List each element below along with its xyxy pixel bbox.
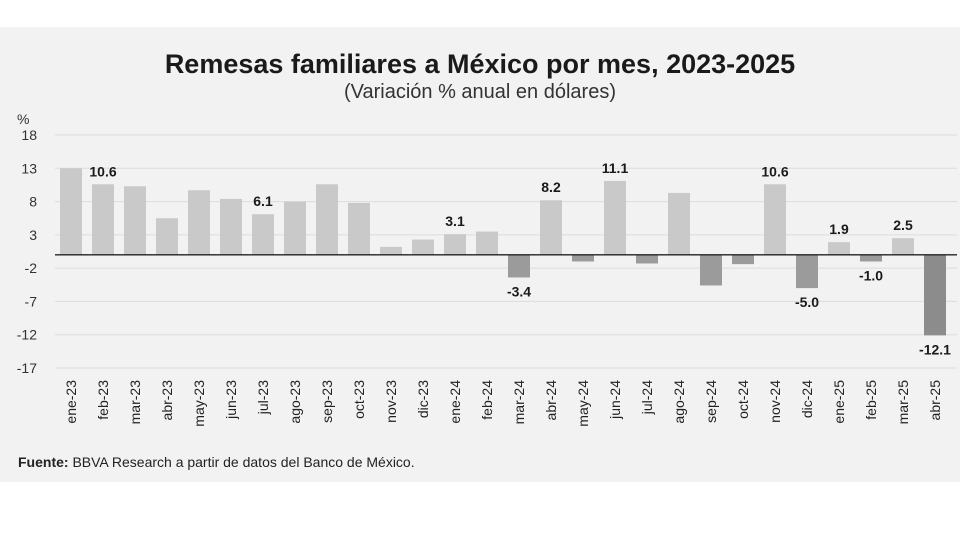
x-tick-label: ene-25 <box>831 380 847 424</box>
x-tick-label: mar-24 <box>511 380 527 425</box>
chart-title: Remesas familiares a México por mes, 202… <box>164 49 796 79</box>
x-tick-label: dic-23 <box>415 380 431 418</box>
x-tick-label: may-23 <box>191 380 207 427</box>
y-tick-label: 3 <box>29 227 37 243</box>
data-label: -3.4 <box>507 283 531 299</box>
bar-sep-24 <box>700 254 722 286</box>
x-tick-label: feb-25 <box>863 380 879 420</box>
bar-jul-24 <box>636 254 658 264</box>
bar-ene-24 <box>444 234 466 255</box>
source-text: BBVA Research a partir de datos del Banc… <box>68 454 415 470</box>
bar-mar-25 <box>892 238 914 255</box>
x-tick-label: abr-25 <box>927 380 943 421</box>
bar-may-23 <box>188 190 210 255</box>
data-label: -1.0 <box>859 267 883 283</box>
x-tick-label: jul-24 <box>639 380 655 415</box>
bar-dic-24 <box>796 254 818 289</box>
bar-nov-23 <box>380 246 402 255</box>
y-tick-label: -2 <box>25 260 38 276</box>
x-tick-label: nov-23 <box>383 380 399 423</box>
data-label: 1.9 <box>829 221 849 237</box>
x-tick-label: oct-24 <box>735 380 751 419</box>
bar-abr-23 <box>156 218 178 255</box>
x-tick-label: sep-23 <box>319 380 335 423</box>
x-tick-label: abr-24 <box>543 380 559 421</box>
x-tick-label: mar-25 <box>895 380 911 425</box>
bar-sep-23 <box>316 184 338 255</box>
y-tick-label: -17 <box>17 360 37 376</box>
x-tick-label: ago-23 <box>287 380 303 424</box>
bar-abr-25 <box>924 254 946 336</box>
x-tick-label: jun-24 <box>607 380 623 420</box>
bar-jul-23 <box>252 214 274 255</box>
bar-nov-24 <box>764 184 786 255</box>
bar-oct-24 <box>732 254 754 265</box>
bar-abr-24 <box>540 200 562 255</box>
x-tick-label: dic-24 <box>799 380 815 418</box>
bar-ago-23 <box>284 201 306 255</box>
x-tick-label: ene-24 <box>447 380 463 424</box>
bar-ago-24 <box>668 192 690 255</box>
x-tick-label: oct-23 <box>351 380 367 419</box>
y-tick-label: -12 <box>17 327 37 343</box>
bar-oct-23 <box>348 202 370 255</box>
data-label: -12.1 <box>919 341 951 357</box>
data-label: 6.1 <box>253 193 273 209</box>
data-label: 11.1 <box>602 160 629 176</box>
x-tick-label: ago-24 <box>671 380 687 424</box>
x-tick-label: jun-23 <box>223 380 239 420</box>
y-tick-label: 18 <box>21 127 37 143</box>
x-tick-label: abr-23 <box>159 380 175 421</box>
x-tick-label: ene-23 <box>63 380 79 424</box>
bar-jun-24 <box>604 180 626 255</box>
data-label: 10.6 <box>761 163 788 179</box>
bar-may-24 <box>572 254 594 262</box>
bar-feb-25 <box>860 254 882 262</box>
chart-subtitle: (Variación % anual en dólares) <box>343 81 616 103</box>
bar-dic-23 <box>412 239 434 255</box>
data-label: 8.2 <box>541 179 561 195</box>
data-label: 10.6 <box>89 163 116 179</box>
bar-feb-23 <box>92 184 114 255</box>
y-axis-label: % <box>17 111 29 127</box>
bar-ene-25 <box>828 242 850 255</box>
bar-jun-23 <box>220 198 242 255</box>
bar-mar-23 <box>124 186 146 255</box>
data-label: 2.5 <box>893 217 913 233</box>
x-tick-label: mar-23 <box>127 380 143 425</box>
y-tick-label: -7 <box>25 293 38 309</box>
y-tick-label: 8 <box>29 194 37 210</box>
source-label: Fuente: <box>18 454 69 470</box>
x-tick-label: may-24 <box>575 380 591 427</box>
source-note: Fuente: BBVA Research a partir de datos … <box>18 454 415 470</box>
bar-ene-23 <box>60 168 82 255</box>
x-tick-label: feb-24 <box>479 380 495 420</box>
bar-mar-24 <box>508 254 530 278</box>
bars <box>60 168 946 336</box>
y-tick-labels: 18 13 8 3 -2 -7 -12 -17 <box>17 127 37 376</box>
x-tick-label: jul-23 <box>255 380 271 415</box>
x-tick-labels: ene-23 feb-23 mar-23 abr-23 may-23 jun-23 jul-… <box>63 380 943 427</box>
y-tick-label: 13 <box>21 160 37 176</box>
data-labels: 10.6 6.1 3.1 -3.4 8.2 11.1 10.6 -5.0 1.9 -1.0 2.5 -… <box>89 160 951 357</box>
x-tick-label: feb-23 <box>95 380 111 420</box>
data-label: -5.0 <box>795 294 819 310</box>
bar-feb-24 <box>476 231 498 255</box>
x-tick-label: nov-24 <box>767 380 783 423</box>
data-label: 3.1 <box>445 213 465 229</box>
x-tick-label: sep-24 <box>703 380 719 423</box>
